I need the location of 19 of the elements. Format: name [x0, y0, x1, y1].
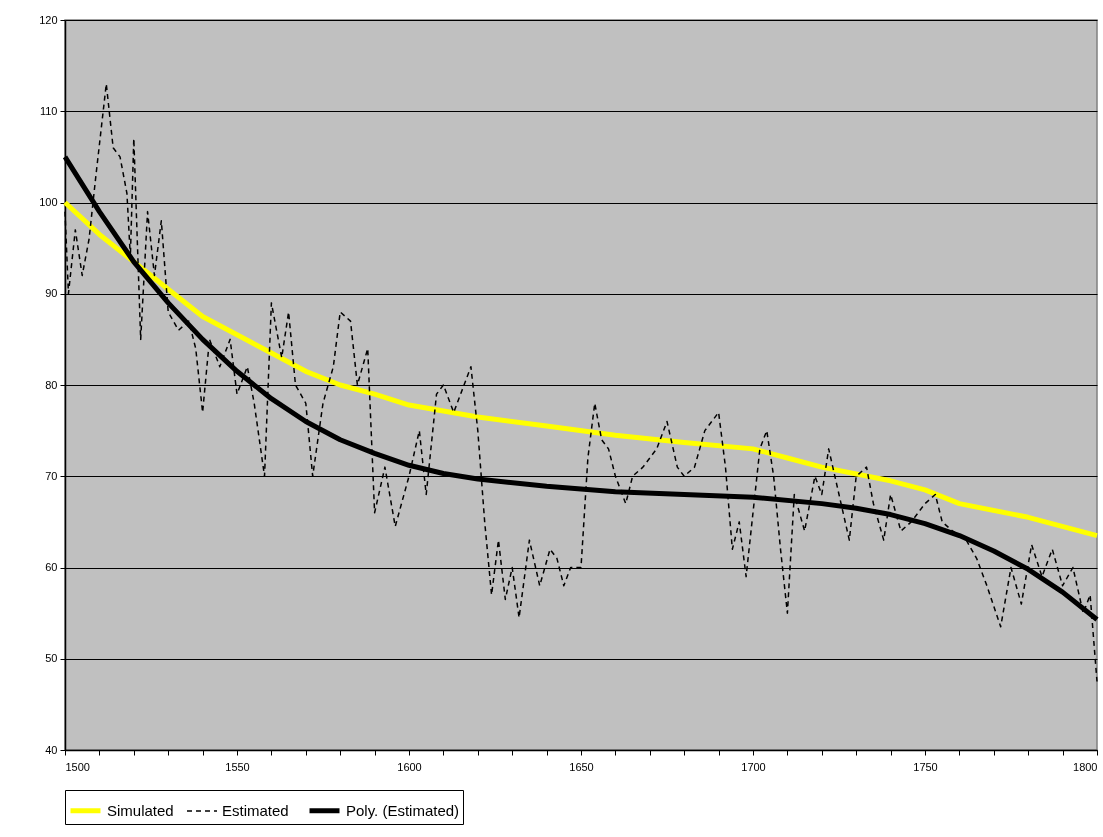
y-tick-label: 60: [45, 561, 58, 573]
x-tick-label: 1800: [1073, 760, 1098, 773]
y-tick-label: 90: [45, 287, 58, 300]
y-tick-label: 110: [39, 104, 58, 117]
y-tick-label: 40: [45, 743, 58, 756]
legend-label: Poly. (Estimated): [346, 801, 460, 819]
x-tick-label: 1650: [569, 760, 594, 773]
x-tick-label: 1550: [225, 760, 250, 773]
y-tick-label: 100: [39, 196, 58, 208]
legend-label: Estimated: [222, 802, 289, 819]
y-tick-label: 50: [45, 652, 58, 665]
legend-label: Simulated: [107, 801, 174, 819]
x-tick-label: 1700: [741, 760, 766, 773]
x-tick-label: 1600: [397, 760, 422, 773]
y-tick-label: 70: [45, 469, 58, 482]
y-tick-label: 120: [39, 13, 58, 26]
x-tick-label: 1750: [913, 760, 938, 773]
y-tick-label: 80: [45, 378, 58, 391]
x-tick-label: 1500: [65, 760, 90, 773]
